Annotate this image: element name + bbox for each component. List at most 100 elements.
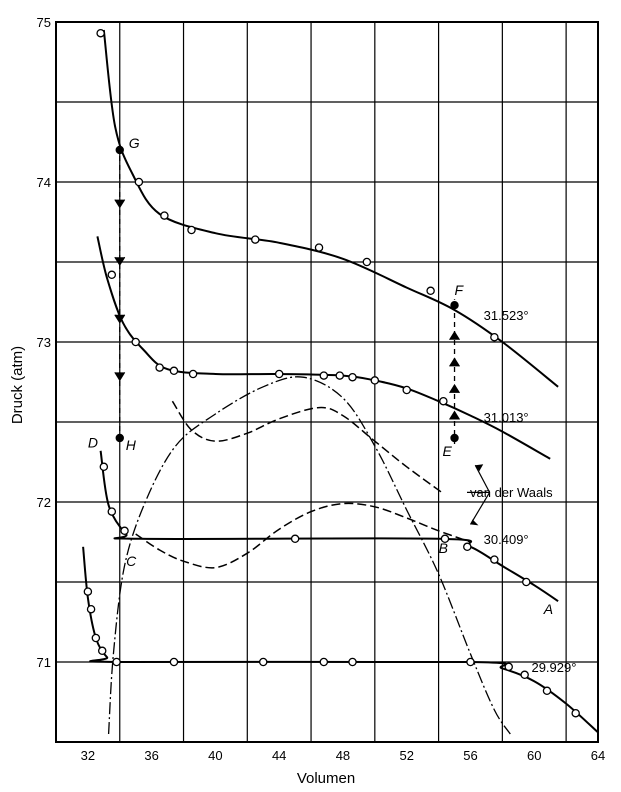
measurement-point [99, 462, 109, 472]
state-point-label: E [443, 443, 453, 459]
curve-point-label: B [439, 540, 448, 556]
x-tick-label: 64 [591, 748, 605, 763]
arrow-head [114, 199, 126, 209]
arrow-head [449, 383, 460, 394]
x-tick-label: 60 [527, 748, 541, 763]
measurement-point [120, 526, 129, 536]
measurement-point [96, 28, 105, 38]
measurement-point [169, 657, 179, 667]
measurement-point [155, 363, 164, 372]
measurement-point [86, 604, 96, 614]
measurement-point [520, 670, 529, 680]
arrow-head [449, 357, 460, 367]
measurement-point [440, 534, 450, 544]
annotation-arrow-head [475, 464, 484, 472]
measurement-point [97, 646, 107, 656]
measurement-point [134, 177, 144, 187]
state-point-label: F [455, 282, 465, 298]
annotation-leader [474, 464, 491, 493]
coexistence-curve [107, 376, 511, 735]
annotation-arrow-head [470, 519, 479, 526]
data-points [83, 28, 580, 718]
y-tick-label: 75 [37, 15, 51, 30]
measurement-point [463, 542, 472, 552]
state-point-label: H [126, 437, 137, 453]
measurement-point [251, 235, 260, 244]
state-point-g [115, 145, 124, 155]
measurement-point [335, 371, 345, 380]
x-axis-label: Volumen [297, 770, 355, 787]
measurement-point [83, 587, 93, 596]
state-point-h [115, 433, 124, 443]
isotherm-label: 29.929° [531, 660, 576, 675]
grid [55, 21, 599, 743]
arrow-head [449, 410, 460, 420]
measurement-point [187, 225, 196, 235]
measurement-point [370, 376, 380, 385]
isotherm-line [96, 236, 551, 460]
y-tick-label: 71 [37, 655, 51, 670]
measurement-point [402, 385, 411, 395]
isotherm-label: 31.013° [484, 410, 529, 425]
y-tick-label: 72 [37, 495, 51, 510]
measurement-point [571, 708, 580, 718]
annotation-leader [469, 492, 491, 525]
isotherm-line [82, 546, 599, 734]
measurement-point [290, 534, 300, 544]
measurement-point [348, 657, 357, 667]
arrow-head [449, 330, 460, 341]
y-axis-label: Druck (atm) [9, 346, 26, 424]
measurement-point [258, 657, 268, 667]
plot-frame [55, 21, 599, 743]
measurement-point [439, 396, 448, 406]
labels: 31.523° 31.013° 30.409° 29.929° G H F E D C B A [88, 135, 577, 675]
arrow-head [114, 372, 126, 382]
y-tick-label: 74 [37, 175, 51, 190]
measurement-point [504, 662, 513, 672]
van-der-waals-label: van der Waals [470, 485, 553, 500]
curves [82, 29, 599, 735]
isotherm-label: 31.523° [484, 308, 529, 323]
x-tick-label: 56 [463, 748, 477, 763]
y-tick-labels: 71 72 73 74 75 [37, 15, 51, 670]
curve-point-label: D [88, 435, 98, 451]
van-der-waals-curve [171, 400, 443, 494]
x-tick-label: 44 [272, 748, 286, 763]
measurement-point [522, 577, 531, 587]
x-tick-label: 52 [399, 748, 413, 763]
state-point-e [450, 433, 459, 443]
measurement-point [188, 369, 198, 379]
state-point-f [450, 301, 459, 310]
measurement-point [131, 337, 140, 347]
x-tick-label: 48 [336, 748, 350, 763]
measurement-point [348, 372, 357, 382]
measurement-point [426, 286, 435, 296]
measurement-point [490, 555, 499, 564]
isotherm-label: 30.409° [484, 532, 529, 547]
curve-point-label: C [126, 553, 137, 569]
isotherm-line [102, 29, 559, 388]
measurement-point [274, 369, 284, 379]
y-tick-label: 73 [37, 335, 51, 350]
x-tick-label: 40 [208, 748, 222, 763]
measurement-point [169, 366, 179, 376]
x-tick-label: 36 [144, 748, 158, 763]
arrow-head [114, 256, 126, 267]
measurement-point [314, 243, 324, 252]
x-tick-label: 32 [81, 748, 95, 763]
van-der-waals-curve [135, 502, 471, 569]
measurement-point [319, 371, 329, 380]
measurement-point [160, 211, 169, 220]
isotherm-line [99, 450, 559, 603]
measurement-point [466, 657, 475, 667]
measurement-point [490, 332, 499, 342]
state-point-label: G [129, 135, 140, 151]
measurement-point [319, 657, 329, 667]
measurement-point [107, 270, 117, 280]
curve-point-label: A [543, 601, 553, 617]
measurement-point [112, 657, 121, 667]
measurement-point [107, 507, 117, 516]
measurement-point [542, 686, 552, 696]
measurement-point [362, 257, 372, 267]
